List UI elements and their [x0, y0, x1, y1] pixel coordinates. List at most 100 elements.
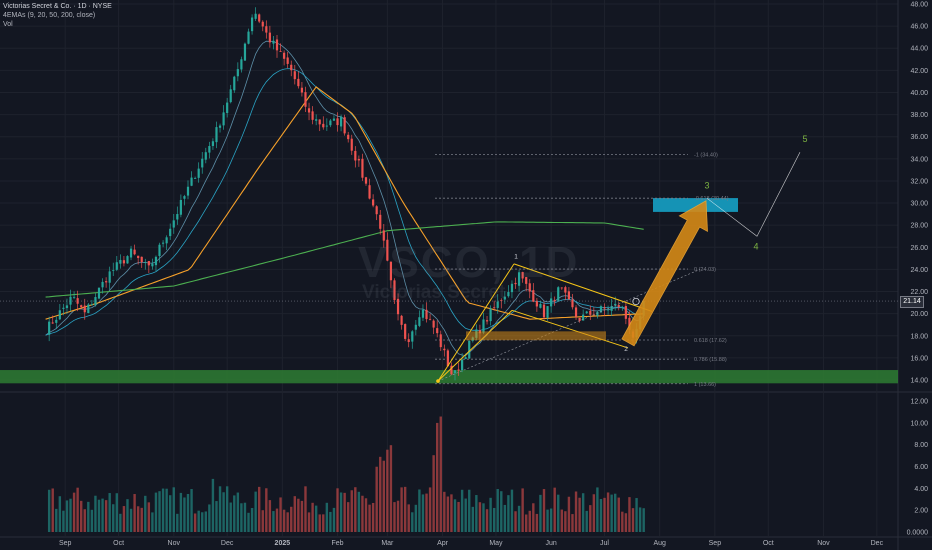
candle-body — [628, 317, 631, 330]
fib-label: -0.618 (30.44) — [694, 196, 729, 202]
volume-bar — [389, 445, 393, 532]
volume-bar — [186, 493, 190, 532]
candle-body — [614, 303, 617, 306]
volume-bar — [65, 500, 69, 532]
volume-bar — [414, 504, 418, 532]
candle-body — [311, 111, 314, 120]
candle-body — [357, 159, 360, 161]
volume-bar — [606, 492, 610, 532]
volume-bar — [585, 510, 588, 532]
candle-body — [599, 306, 603, 313]
candle-body — [364, 177, 368, 184]
candle-body — [407, 339, 410, 343]
volume-bar — [140, 507, 143, 532]
candle-body — [457, 369, 460, 371]
volume-bar — [193, 513, 197, 532]
time-tick-label: Dec — [871, 540, 884, 547]
candle-body — [325, 125, 328, 127]
symbol-title[interactable]: Victorias Secret & Co. · 1D · NYSE — [3, 3, 112, 10]
candle-body — [55, 319, 58, 323]
volume-bar — [482, 503, 485, 532]
ema-200-line — [45, 221, 644, 298]
candle-body — [250, 17, 254, 32]
volume-bar — [525, 514, 528, 532]
price-tick-label: 30.00 — [910, 201, 928, 208]
candle-body — [436, 328, 439, 334]
candle-body — [133, 249, 136, 255]
volume-bar — [361, 495, 364, 532]
volume-bar — [614, 493, 617, 532]
volume-bar — [204, 511, 207, 532]
volume-bar — [382, 460, 385, 532]
volume-bar — [589, 505, 592, 532]
time-tick-label: Feb — [331, 540, 343, 547]
time-tick-label: Jul — [600, 540, 609, 547]
volume-bar — [485, 509, 489, 532]
volume-bar — [500, 491, 503, 532]
fib-label: -1 (34.40) — [694, 152, 718, 158]
volume-bar — [165, 488, 168, 532]
volume-bar — [375, 466, 378, 532]
price-axis[interactable]: 48.00 46.00 44.00 42.00 40.00 38.00 36.00 34.00… — [907, 2, 929, 537]
time-tick-label: Apr — [437, 540, 449, 547]
candle-body — [186, 186, 190, 196]
volume-bar — [628, 497, 631, 532]
candle-body — [151, 263, 154, 267]
time-tick-label: Sep — [709, 540, 722, 547]
candle-body — [621, 306, 624, 308]
candle-body — [507, 292, 510, 297]
volume-indicator-legend[interactable]: Vol — [3, 21, 13, 28]
volume-bar — [129, 508, 133, 532]
candle-body — [379, 214, 382, 229]
volume-bar — [357, 491, 361, 532]
candle-body — [514, 282, 517, 285]
pivot-low-point — [436, 379, 440, 383]
price-tick-label: 28.00 — [910, 223, 928, 230]
volume-tick-label: 4.00 — [914, 486, 928, 493]
volume-bar — [592, 494, 596, 532]
candle-body — [261, 21, 264, 27]
time-axis[interactable]: Sep Oct Nov Dec 2025 Feb Mar Apr May Jun Jul Aug Sep… — [59, 540, 884, 547]
volume-bar — [560, 509, 563, 532]
volume-bar — [371, 502, 375, 532]
candle-body — [83, 305, 86, 313]
volume-bar — [55, 508, 58, 532]
volume-bar — [197, 510, 200, 532]
candle-body — [542, 304, 546, 318]
ema-indicator-legend[interactable]: 4EMAs (9, 20, 50, 200, close) — [3, 12, 96, 19]
time-tick-label: May — [489, 540, 503, 547]
volume-bar — [279, 497, 282, 532]
candle-body — [500, 300, 503, 301]
volume-bar — [514, 511, 517, 532]
pattern-drawings: 1 2 3 4 5 — [436, 134, 808, 383]
candle-body — [254, 13, 257, 19]
candle-body — [226, 102, 229, 114]
candle-body — [354, 150, 357, 161]
volume-bar — [621, 511, 624, 532]
volume-bar — [418, 489, 421, 532]
candle-body — [521, 272, 524, 279]
price-tick-label: 40.00 — [910, 90, 928, 97]
candle-body — [215, 127, 218, 143]
last-bar-marker — [632, 297, 640, 306]
candle-body — [343, 117, 346, 134]
candle-body — [389, 261, 393, 281]
volume-bar — [314, 505, 318, 532]
volume-bar — [126, 499, 129, 532]
volume-bar — [211, 478, 215, 532]
candle-body — [304, 92, 307, 107]
volume-bar — [624, 513, 628, 532]
price-tick-label: 26.00 — [910, 245, 928, 252]
candle-body — [140, 256, 143, 263]
volume-bar — [169, 495, 172, 532]
volume-tick-label: 10.00 — [910, 420, 928, 427]
consolidation-bar — [466, 331, 606, 341]
wave-label-3: 3 — [704, 181, 709, 191]
time-tick-label: 2025 — [275, 540, 291, 547]
candle-body — [137, 255, 140, 259]
volume-bar — [460, 489, 464, 532]
candle-body — [347, 134, 350, 140]
candle-body — [108, 271, 111, 283]
volume-bar — [368, 504, 371, 532]
